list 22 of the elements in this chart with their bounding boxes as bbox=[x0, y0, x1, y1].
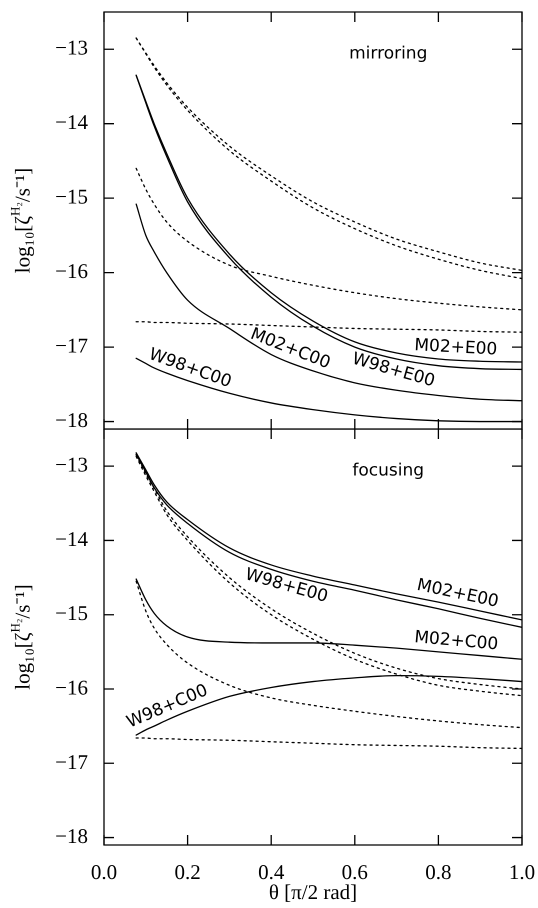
y-tick-label: −18 bbox=[55, 824, 88, 848]
text: M02+E00 bbox=[415, 574, 500, 612]
annotation: focusing bbox=[352, 460, 424, 480]
y-tick-label: −17 bbox=[55, 750, 88, 774]
y-axis-title: log₁₀[ζH₂/s⁻¹] bbox=[7, 168, 35, 274]
x-tick-label: 0.2 bbox=[174, 860, 201, 884]
y-tick-label: −18 bbox=[55, 408, 88, 432]
y-tick-label: −14 bbox=[55, 110, 88, 134]
y-tick-label: −15 bbox=[55, 184, 88, 209]
y-tick-label: −17 bbox=[55, 334, 88, 358]
y-tick-label: −14 bbox=[55, 526, 88, 551]
y-tick-label: −16 bbox=[55, 259, 88, 284]
y-axis-title: log₁₀[ζH₂/s⁻¹] bbox=[7, 584, 35, 690]
text: M02+C00 bbox=[413, 627, 499, 654]
y-tick-label: −16 bbox=[55, 676, 88, 700]
x-tick-label: 0.8 bbox=[425, 860, 452, 884]
annotation: mirroring bbox=[349, 43, 428, 64]
y-tick-label: −13 bbox=[55, 36, 88, 60]
x-tick-label: 0.0 bbox=[90, 860, 118, 884]
y-tick-label: −13 bbox=[55, 452, 88, 477]
x-tick-label: 1.0 bbox=[508, 860, 536, 884]
y-tick-label: −15 bbox=[55, 601, 88, 626]
